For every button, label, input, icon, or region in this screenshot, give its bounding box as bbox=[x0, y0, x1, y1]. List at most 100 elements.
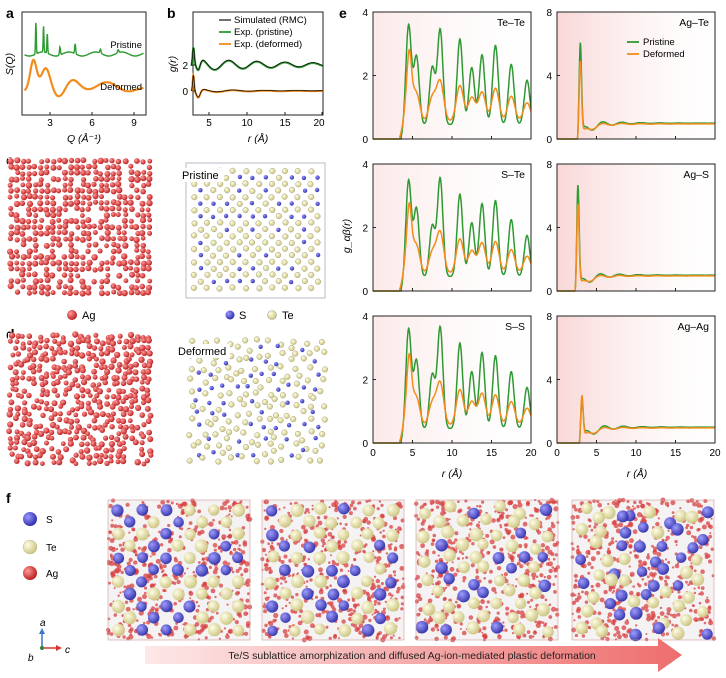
s-atom bbox=[263, 359, 268, 364]
x-tick-label: 0 bbox=[554, 448, 560, 459]
te-atom bbox=[288, 186, 296, 193]
te-atom bbox=[249, 252, 256, 259]
panel-a-xlabel: Q (Å⁻¹) bbox=[67, 132, 101, 145]
s-atom bbox=[315, 201, 320, 206]
ag-atom bbox=[128, 169, 135, 176]
ag-atom bbox=[122, 242, 129, 249]
s-sphere bbox=[327, 588, 340, 601]
s-sphere bbox=[477, 586, 489, 599]
te-atom bbox=[256, 285, 263, 292]
y-tick-label: 8 bbox=[546, 312, 552, 323]
ag-atom bbox=[13, 200, 21, 208]
ag-atom bbox=[44, 400, 50, 406]
te-atom bbox=[255, 271, 262, 278]
s-sphere bbox=[220, 564, 232, 576]
s-atom bbox=[289, 266, 295, 271]
ag-atom bbox=[99, 427, 106, 433]
ag-atom bbox=[102, 364, 108, 370]
s-sphere bbox=[577, 577, 590, 590]
te-atom bbox=[202, 431, 209, 438]
ag-atom bbox=[134, 242, 140, 248]
ag-atom bbox=[26, 261, 32, 267]
pair-label: Ag–Ag bbox=[677, 321, 709, 333]
ag-atom bbox=[44, 290, 51, 297]
ag-atom bbox=[104, 401, 110, 407]
ag-atom bbox=[14, 375, 20, 381]
te-sphere bbox=[529, 586, 542, 600]
s-atom bbox=[289, 175, 295, 180]
te-atom bbox=[320, 376, 327, 383]
te-sphere bbox=[618, 552, 631, 566]
ag-atom bbox=[123, 212, 129, 217]
ag-atom bbox=[80, 254, 86, 260]
te-atom bbox=[203, 284, 210, 291]
ag-atom bbox=[134, 170, 141, 177]
pair-label: S–Te bbox=[501, 169, 525, 181]
ag-atom bbox=[50, 373, 56, 379]
ag-atom bbox=[39, 217, 45, 223]
te-atom bbox=[310, 394, 317, 401]
te-sphere bbox=[432, 585, 444, 597]
y-tick-label: 0 bbox=[362, 287, 368, 298]
ag-atom bbox=[26, 333, 33, 340]
ag-atom bbox=[61, 229, 68, 236]
panel-b-legend: Simulated (RMC) Exp. (pristine) Exp. (de… bbox=[219, 15, 307, 50]
te-atom bbox=[229, 207, 236, 214]
te-atom bbox=[252, 389, 259, 396]
label-state-pristine: Pristine bbox=[182, 170, 219, 182]
s-sphere bbox=[136, 601, 147, 612]
ag-atom bbox=[128, 218, 134, 224]
ag-atom bbox=[108, 346, 116, 353]
s-atom bbox=[285, 400, 290, 405]
ag-atom bbox=[85, 248, 91, 254]
ag-atom bbox=[43, 271, 50, 278]
te-atom bbox=[234, 412, 241, 419]
ag-atom bbox=[103, 186, 111, 194]
ag-atom bbox=[128, 176, 135, 183]
ag-atom bbox=[102, 422, 108, 428]
panel-a-frame bbox=[21, 11, 147, 116]
ag-atom bbox=[116, 272, 123, 279]
te-atom bbox=[242, 207, 249, 214]
y-tick-label: 0 bbox=[362, 135, 368, 146]
s-atom bbox=[316, 372, 321, 377]
te-sphere bbox=[219, 611, 234, 625]
te-sphere bbox=[183, 575, 198, 589]
ag-atom bbox=[94, 393, 100, 399]
ag-atom bbox=[134, 247, 140, 253]
s-sphere bbox=[280, 612, 291, 623]
ag-atom bbox=[8, 188, 14, 194]
ag-atom bbox=[129, 352, 135, 358]
ag-atom bbox=[7, 421, 14, 428]
ag-atom bbox=[139, 451, 146, 458]
te-atom bbox=[229, 233, 236, 240]
ag-atom bbox=[122, 433, 129, 440]
ag-atom bbox=[60, 338, 67, 345]
ag-atom bbox=[134, 289, 141, 296]
s-sphere bbox=[435, 538, 448, 552]
ag-atom bbox=[146, 164, 153, 171]
ag-atom bbox=[62, 391, 68, 397]
s-sphere bbox=[338, 502, 350, 515]
te-sphere bbox=[350, 586, 364, 600]
s-atom bbox=[249, 200, 255, 206]
ag-atom bbox=[62, 182, 68, 188]
te-atom bbox=[216, 245, 223, 252]
s-atom bbox=[301, 175, 307, 181]
ag-atom bbox=[97, 265, 104, 272]
te-atom bbox=[275, 251, 282, 259]
ag-atom bbox=[44, 337, 50, 344]
ag-atom bbox=[122, 265, 129, 272]
y-tick-label: 4 bbox=[362, 160, 368, 171]
te-sphere bbox=[456, 514, 469, 527]
te-sphere bbox=[674, 509, 687, 523]
te-sphere bbox=[386, 598, 400, 612]
ag-atom bbox=[30, 368, 37, 375]
te-atom bbox=[255, 245, 262, 252]
s-atom bbox=[312, 359, 317, 364]
ag-atom bbox=[57, 411, 63, 417]
ag-atom bbox=[62, 261, 69, 267]
te-sphere bbox=[159, 576, 172, 589]
te-atom bbox=[254, 441, 262, 448]
s-sphere bbox=[616, 510, 629, 523]
